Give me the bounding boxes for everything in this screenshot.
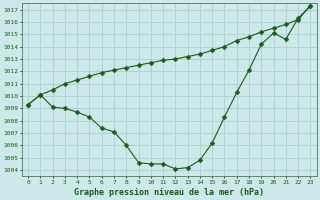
X-axis label: Graphe pression niveau de la mer (hPa): Graphe pression niveau de la mer (hPa)	[74, 188, 264, 197]
